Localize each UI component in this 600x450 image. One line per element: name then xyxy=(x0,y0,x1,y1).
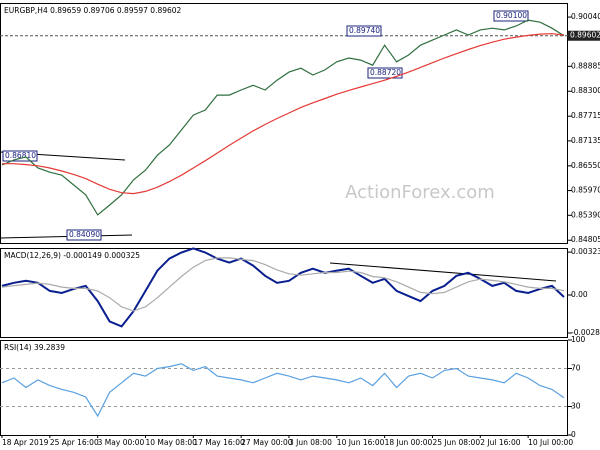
x-tick-label: 2 Jul 16:00 xyxy=(480,438,520,447)
panel-title: MACD(12,26,9) -0.000149 0.000325 xyxy=(4,251,140,260)
y-tick-label: 70 xyxy=(571,364,581,373)
price-annotation: 0.84090 xyxy=(69,230,100,239)
x-tick-label: 10 Jun 16:00 xyxy=(337,438,385,447)
price-annotation: 0.90100 xyxy=(496,11,527,20)
y-tick-label: 0.88300 xyxy=(571,86,600,95)
y-tick-label: 0.00 xyxy=(571,290,588,299)
panel-title: RSI(14) 39.2839 xyxy=(4,343,65,352)
price-annotation: 0.88720 xyxy=(370,68,401,77)
y-tick-label: 0.84805 xyxy=(571,235,600,244)
x-tick-label: 25 Jun 08:00 xyxy=(432,438,480,447)
y-tick-label: 0.87715 xyxy=(571,111,600,120)
x-tick-label: 3 May 00:00 xyxy=(98,438,145,447)
x-tick-label: 10 May 08:00 xyxy=(145,438,197,447)
y-tick-label: 0.88885 xyxy=(571,61,600,70)
y-tick-label: 0.86550 xyxy=(571,161,600,170)
y-tick-label: 0.87135 xyxy=(571,136,600,145)
y-tick-label: 0.85970 xyxy=(571,186,600,195)
x-tick-label: 17 May 16:00 xyxy=(193,438,245,447)
y-tick-label: 100 xyxy=(571,335,586,344)
current-price-label: 0.89602 xyxy=(570,31,600,40)
x-tick-label: 18 Jun 00:00 xyxy=(385,438,433,447)
x-tick-label: 25 Apr 16:00 xyxy=(50,438,99,447)
x-tick-label: 18 Apr 2019 xyxy=(2,438,49,447)
watermark: ActionForex.com xyxy=(345,182,495,203)
y-tick-label: 0.85390 xyxy=(571,210,600,219)
y-tick-label: 0.003239 xyxy=(571,247,600,256)
y-tick-label: 30 xyxy=(571,402,581,411)
x-tick-label: 10 Jul 00:00 xyxy=(528,438,573,447)
price-annotation: 0.89740 xyxy=(349,26,380,35)
panel-title: EURGBP,H4 0.89659 0.89706 0.89597 0.8960… xyxy=(4,6,182,15)
x-tick-label: 3 Jun 08:00 xyxy=(289,438,332,447)
x-tick-label: 27 May 00:00 xyxy=(241,438,293,447)
y-tick-label: 0.90040 xyxy=(571,12,600,21)
